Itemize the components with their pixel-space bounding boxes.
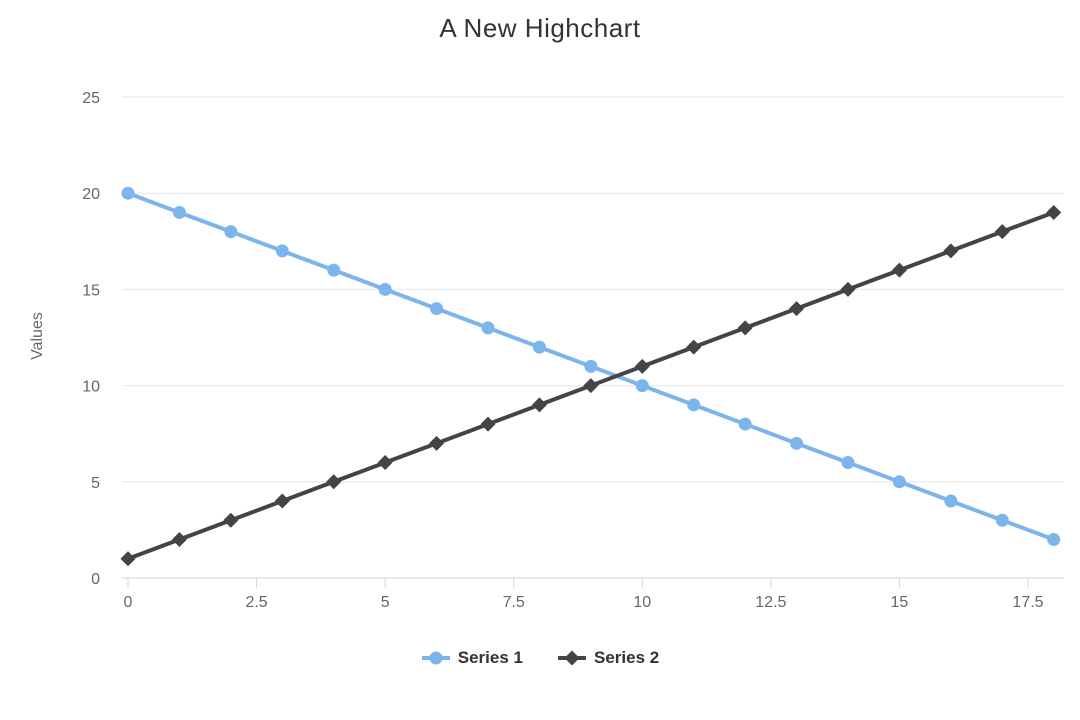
x-tick-label: 17.5 — [1012, 594, 1043, 611]
series-1-point[interactable] — [121, 186, 135, 200]
series-1-point[interactable] — [892, 475, 906, 489]
series-2-point[interactable] — [120, 551, 136, 567]
series-1-point[interactable] — [430, 302, 444, 316]
y-tick-label: 25 — [82, 90, 100, 107]
legend-item-series-1[interactable]: Series 1 — [421, 648, 523, 668]
series-1-point[interactable] — [327, 263, 341, 277]
x-tick-label: 5 — [381, 594, 390, 611]
series-2-point[interactable] — [171, 532, 187, 548]
series-1-point[interactable] — [687, 398, 701, 412]
legend-item-series-2[interactable]: Series 2 — [557, 648, 659, 668]
series-1-point[interactable] — [790, 436, 804, 450]
series-1-point[interactable] — [378, 282, 392, 296]
series-2-marker-icon — [558, 650, 586, 666]
series-1-point[interactable] — [584, 359, 598, 373]
series-1-point[interactable] — [224, 225, 238, 239]
chart-title: A New Highchart — [439, 13, 641, 43]
series-2-point[interactable] — [429, 435, 445, 451]
y-tick-label: 10 — [82, 379, 100, 396]
x-tick-label: 7.5 — [503, 594, 525, 611]
x-tick-label: 0 — [124, 594, 133, 611]
series-1-point[interactable] — [995, 513, 1009, 527]
series-2-point[interactable] — [943, 243, 959, 259]
series-2-point[interactable] — [274, 493, 290, 509]
series-2-point[interactable] — [531, 397, 547, 413]
series-2-point[interactable] — [583, 378, 599, 394]
series-1-point[interactable] — [944, 494, 958, 508]
series-2-point[interactable] — [840, 281, 856, 297]
series-1-point[interactable] — [841, 456, 855, 470]
series-1-point[interactable] — [635, 379, 649, 393]
series-2-point[interactable] — [994, 224, 1010, 240]
series-2-point[interactable] — [223, 512, 239, 528]
series-2-point[interactable] — [1046, 204, 1062, 220]
series-2-point[interactable] — [891, 262, 907, 278]
series-2-point[interactable] — [480, 416, 496, 432]
x-tick-label: 15 — [891, 594, 909, 611]
x-tick-label: 12.5 — [755, 594, 786, 611]
y-tick-label: 0 — [91, 571, 100, 588]
series-2-point[interactable] — [789, 301, 805, 317]
series-2-label: Series 2 — [594, 648, 660, 667]
x-tick-label: 2.5 — [245, 594, 267, 611]
x-tick-label: 10 — [633, 594, 651, 611]
y-tick-label: 15 — [82, 282, 100, 299]
y-tick-label: 5 — [91, 475, 100, 492]
series-2-point[interactable] — [686, 339, 702, 355]
y-tick-label: 20 — [82, 186, 100, 203]
series-1-point[interactable] — [172, 205, 186, 219]
series-2-point[interactable] — [737, 320, 753, 336]
series-2-point[interactable] — [377, 455, 393, 471]
series-1-point[interactable] — [532, 340, 546, 354]
series-2-point[interactable] — [634, 358, 650, 374]
legend: Series 1 Series 2 — [0, 648, 1080, 668]
series-1-point[interactable] — [1047, 533, 1061, 547]
series-1-point[interactable] — [481, 321, 495, 335]
series-1-marker-icon — [421, 651, 450, 665]
series-1-label: Series 1 — [457, 648, 523, 667]
series-2-point[interactable] — [326, 474, 342, 490]
series-1-point[interactable] — [738, 417, 752, 431]
series-1-point[interactable] — [275, 244, 289, 258]
